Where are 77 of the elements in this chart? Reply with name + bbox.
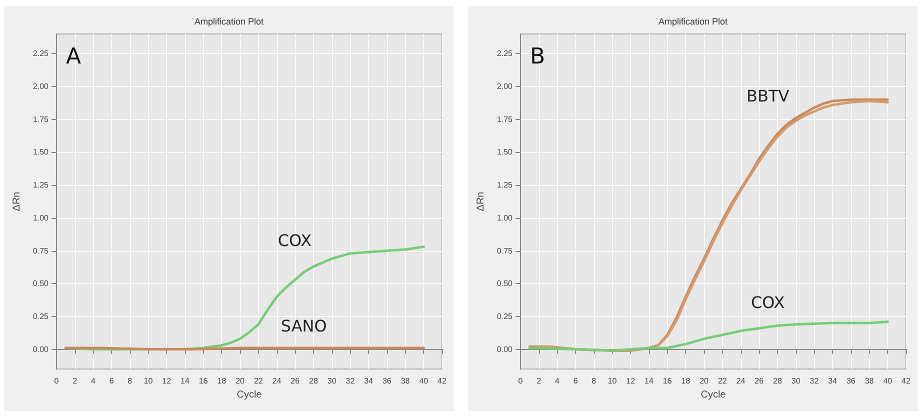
y-tick-label: 2.25 — [32, 49, 50, 58]
x-tick-label: 28 — [773, 376, 782, 386]
x-tick-label: 40 — [419, 376, 429, 386]
y-tick-label: 2.25 — [496, 49, 514, 58]
x-tick-label: 8 — [592, 376, 597, 386]
x-tick-label: 2 — [536, 376, 542, 386]
x-tick-label: 42 — [902, 376, 911, 386]
line-series — [528, 320, 889, 352]
x-tick-label: 38 — [400, 376, 410, 386]
y-tick-label: 1.50 — [496, 148, 514, 157]
y-tick-label: 0.25 — [496, 312, 514, 321]
y-tick-label: 1.75 — [32, 114, 50, 124]
chart-title: Amplification Plot — [194, 16, 264, 26]
y-axis-title: ΔRn — [476, 192, 486, 212]
series-label: BBTV — [746, 86, 790, 106]
x-tick-label: 18 — [217, 376, 227, 386]
x-tick-label: 32 — [810, 376, 820, 386]
x-tick-label: 18 — [681, 376, 691, 386]
x-tick-label: 30 — [791, 376, 801, 386]
x-tick-label: 12 — [626, 376, 636, 386]
x-tick-label: 16 — [198, 376, 208, 386]
y-tick-label: 0.75 — [496, 246, 514, 256]
x-tick-label: 4 — [90, 376, 96, 386]
x-tick-label: 14 — [644, 376, 654, 386]
x-tick-label: 24 — [272, 376, 282, 386]
y-tick-label: 2.00 — [32, 82, 50, 92]
y-tick-label: 0.00 — [32, 344, 50, 354]
x-tick-label: 12 — [162, 376, 172, 386]
y-tick-label: 2.00 — [496, 82, 514, 92]
series-label: SANO — [280, 316, 327, 336]
x-tick-label: 28 — [309, 376, 318, 386]
series-label: COX — [750, 292, 785, 312]
y-tick-label: 0.50 — [496, 279, 514, 288]
x-axis-title: Cycle — [700, 389, 726, 400]
x-tick-label: 32 — [346, 376, 356, 386]
x-tick-label: 36 — [846, 376, 856, 386]
x-tick-label: 20 — [236, 376, 246, 386]
x-tick-label: 0 — [54, 376, 60, 386]
x-tick-label: 16 — [662, 376, 672, 386]
x-tick-label: 34 — [364, 376, 374, 386]
x-tick-label: 36 — [382, 376, 392, 386]
y-tick-label: 1.00 — [496, 213, 514, 222]
y-axis-title: ΔRn — [12, 192, 22, 212]
x-tick-label: 10 — [144, 376, 154, 386]
annotation: B — [530, 44, 546, 70]
chart-title: Amplification Plot — [658, 16, 728, 26]
x-tick-label: 30 — [327, 376, 337, 386]
series-label: COX — [278, 231, 312, 250]
y-tick-label: 1.00 — [32, 213, 50, 222]
y-tick-label: 0.75 — [32, 246, 50, 256]
x-tick-label: 0 — [518, 376, 524, 386]
x-tick-label: 38 — [864, 376, 874, 386]
x-tick-label: 40 — [883, 376, 893, 386]
x-tick-label: 14 — [180, 376, 190, 386]
x-tick-label: 6 — [109, 376, 114, 386]
x-axis-title: Cycle — [236, 389, 262, 400]
y-tick-label: 0.00 — [496, 344, 514, 354]
x-tick-label: 22 — [254, 376, 264, 386]
x-tick-label: 26 — [290, 376, 300, 386]
x-tick-label: 20 — [700, 376, 710, 386]
x-tick-label: 8 — [128, 376, 133, 386]
y-tick-label: 0.25 — [32, 312, 50, 321]
x-tick-label: 2 — [72, 376, 78, 386]
annotation: A — [66, 44, 82, 70]
x-tick-label: 24 — [736, 376, 746, 386]
x-tick-label: 22 — [718, 376, 728, 386]
y-tick-label: 1.25 — [496, 180, 514, 190]
y-tick-label: 1.75 — [496, 114, 514, 124]
x-tick-label: 4 — [554, 376, 560, 386]
y-tick-label: 1.50 — [32, 148, 50, 157]
x-tick-label: 42 — [438, 376, 447, 386]
x-tick-label: 26 — [754, 376, 764, 386]
x-tick-label: 6 — [573, 376, 578, 386]
x-tick-label: 10 — [608, 376, 618, 386]
y-tick-label: 1.25 — [32, 180, 50, 190]
y-tick-label: 0.50 — [32, 279, 50, 288]
x-tick-label: 34 — [828, 376, 838, 386]
